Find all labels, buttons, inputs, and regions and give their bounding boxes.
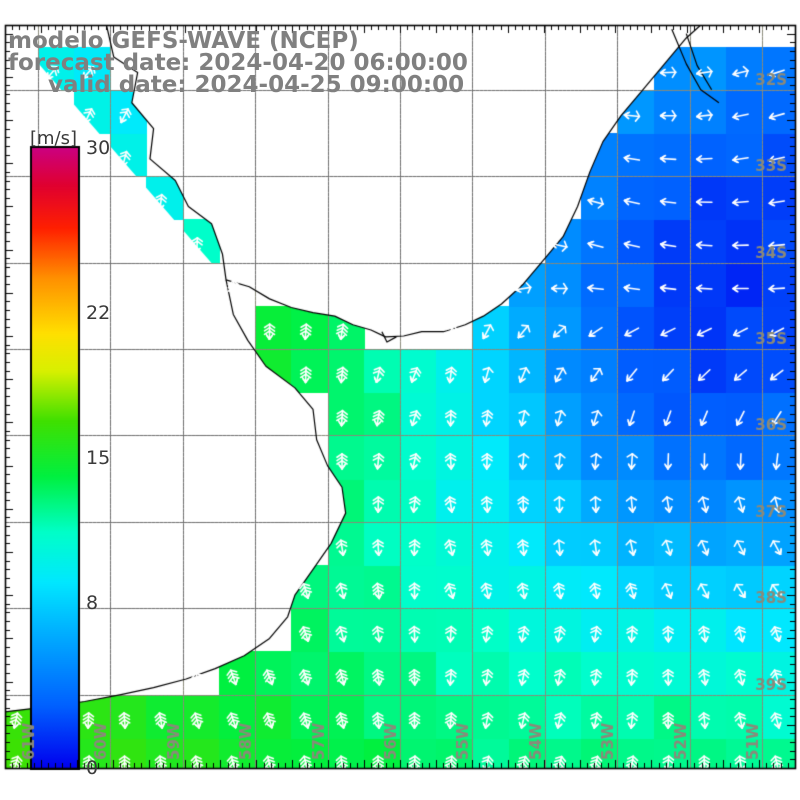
colorbar-tick-30: 30	[86, 137, 111, 159]
valid-date-label: valid date: 2024-04-25 09:00:00	[48, 72, 465, 98]
colorbar-tick-8: 8	[86, 591, 99, 614]
model-title: modelo GEFS-WAVE (NCEP)	[8, 28, 359, 54]
colorbar-tick-0: 0	[86, 757, 99, 779]
colorbar-unit-label: [m/s]	[30, 128, 78, 149]
colorbar-tick-22: 22	[86, 302, 111, 325]
colorbar-tick-15: 15	[86, 447, 111, 469]
forecast-date-label: forecast date: 2024-04-20 06:00:00	[8, 50, 468, 76]
